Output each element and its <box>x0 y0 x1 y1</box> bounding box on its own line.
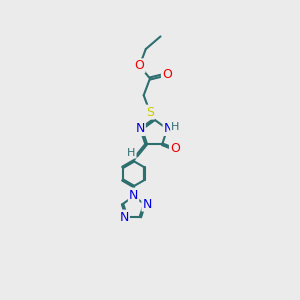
Text: S: S <box>146 106 154 118</box>
Text: N: N <box>119 211 129 224</box>
Text: O: O <box>162 68 172 81</box>
Text: N: N <box>142 198 152 211</box>
Text: N: N <box>164 122 173 135</box>
Text: H: H <box>171 122 179 132</box>
Text: O: O <box>134 59 144 72</box>
Text: H: H <box>127 148 136 158</box>
Text: N: N <box>136 122 145 135</box>
Text: O: O <box>170 142 180 155</box>
Text: N: N <box>129 189 138 202</box>
